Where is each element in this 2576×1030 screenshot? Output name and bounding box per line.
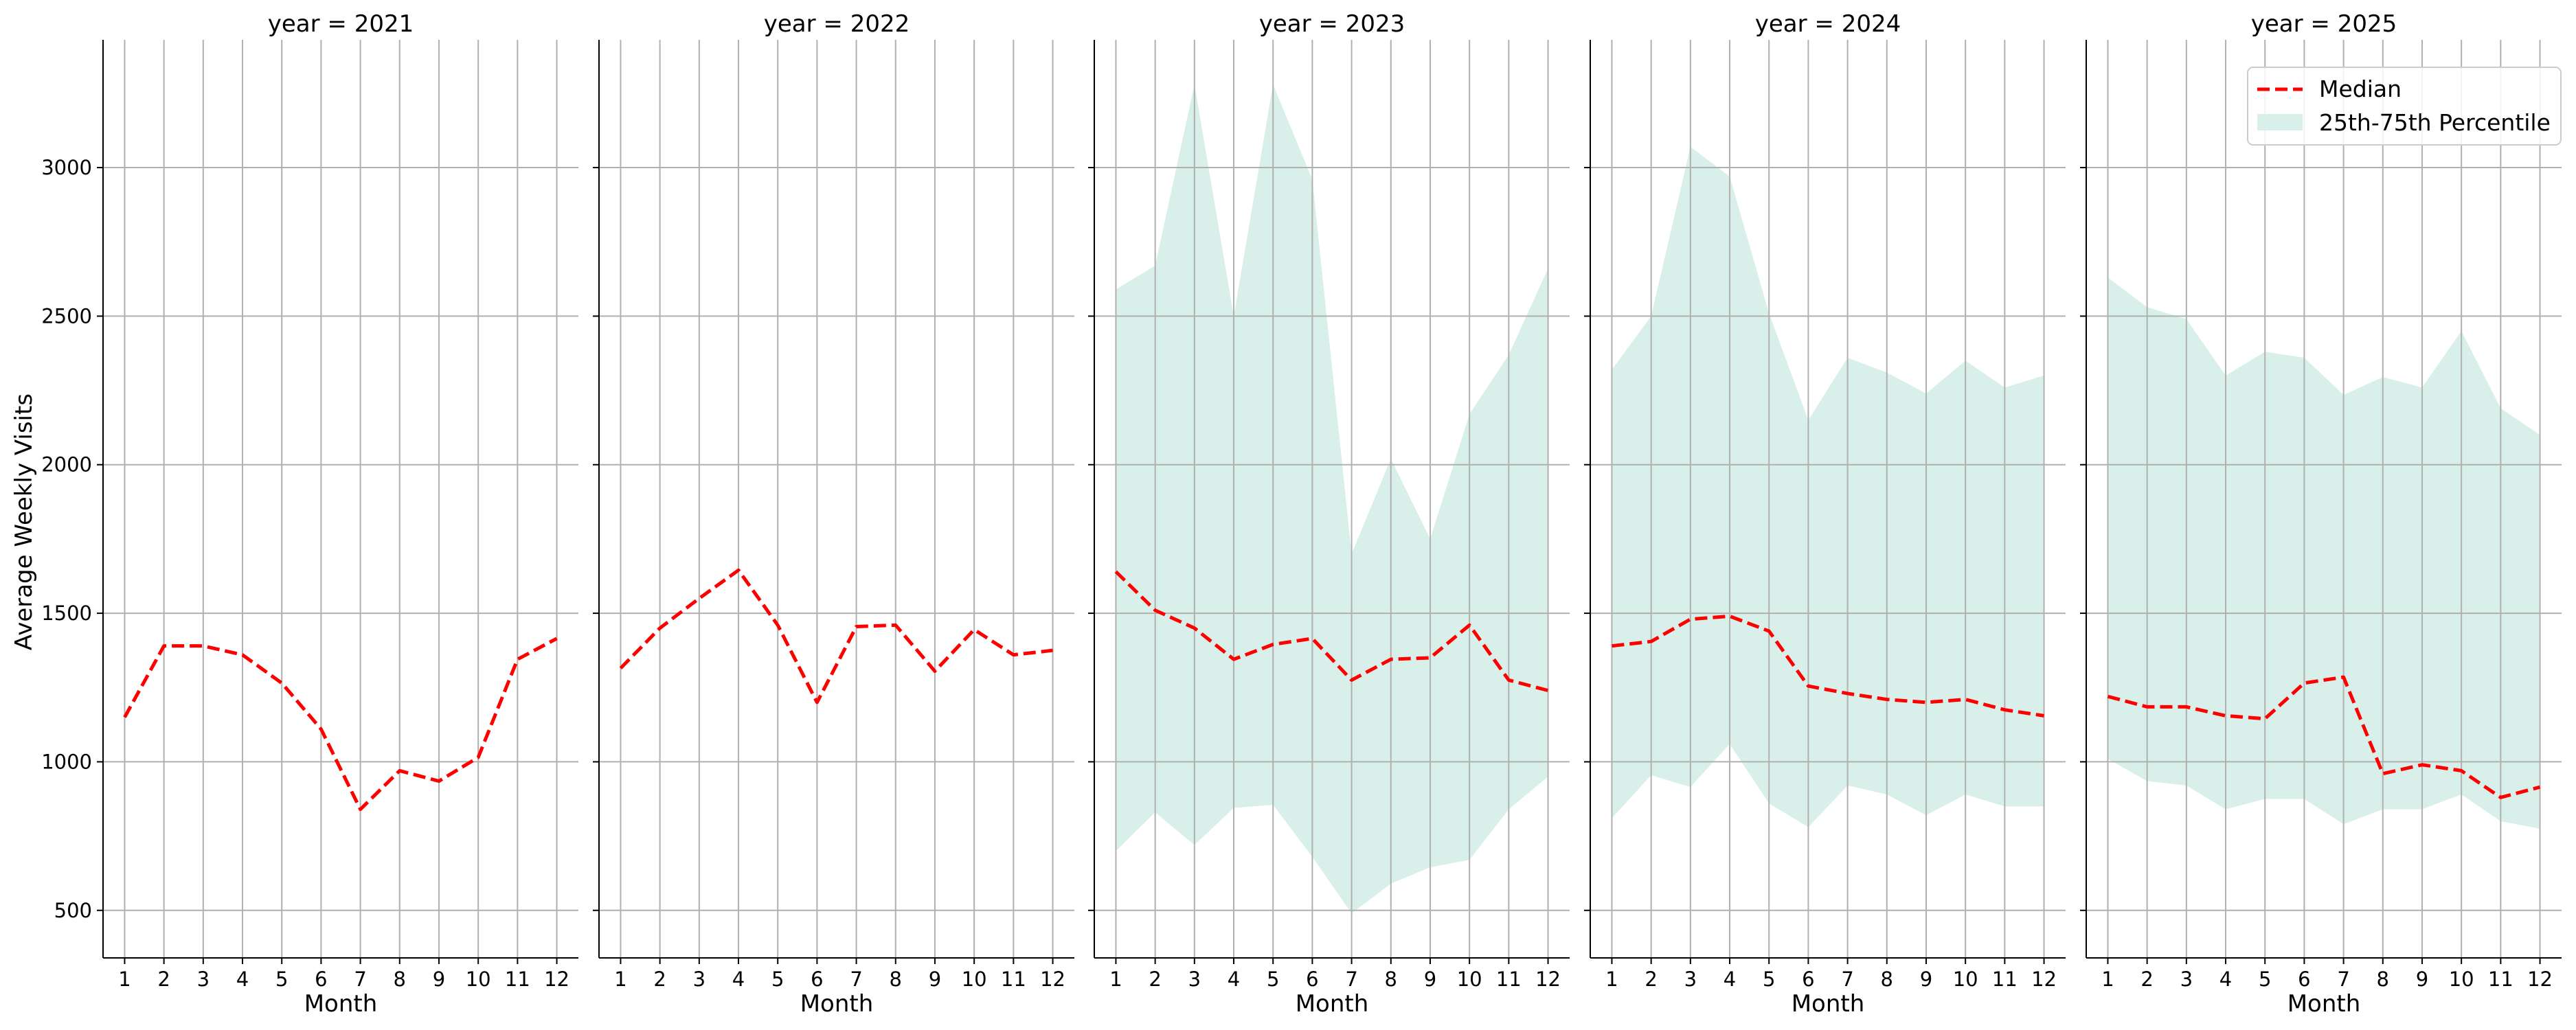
panel-title: year = 2023 <box>1259 10 1405 38</box>
legend-frame <box>2247 67 2562 146</box>
y-tick-label: 3000 <box>41 156 92 179</box>
legend: Median 25th-75th Percentile <box>2247 67 2562 146</box>
x-tick-label: 2 <box>1149 968 1161 991</box>
x-tick-label: 9 <box>433 968 445 991</box>
median-line-2023 <box>1114 570 1549 692</box>
x-tick-label: 6 <box>1306 968 1318 991</box>
x-tick-label: 9 <box>1424 968 1436 991</box>
x-tick-label: 9 <box>929 968 941 991</box>
median-line-2024 <box>1612 614 2044 718</box>
x-tick-label: 10 <box>466 968 491 991</box>
x-tick-label: 3 <box>693 968 705 991</box>
x-tick-label: 4 <box>1228 968 1240 991</box>
panel-title: year = 2021 <box>268 10 414 38</box>
x-tick-label: 12 <box>544 968 569 991</box>
y-tick-label: 2500 <box>41 304 92 328</box>
x-tick-label: 8 <box>1385 968 1397 991</box>
x-tick-label: 4 <box>2219 968 2232 991</box>
x-tick-label: 12 <box>1040 968 1065 991</box>
x-axis-title: Month <box>2287 990 2361 1018</box>
x-tick-label: 2 <box>1645 968 1657 991</box>
x-tick-label: 4 <box>236 968 249 991</box>
legend-band-swatch <box>2257 114 2303 130</box>
x-tick-label: 6 <box>811 968 823 991</box>
y-tick-label: 1500 <box>41 602 92 625</box>
chart-panels: 1 2 3 4 5 6 7 8 9 10 11 1250010001500200025003000ye… <box>41 10 2562 1018</box>
percentile-band-2024 <box>1612 146 2044 827</box>
x-tick-label: 7 <box>2337 968 2349 991</box>
x-tick-label: 5 <box>771 968 784 991</box>
x-tick-label: 1 <box>1109 968 1122 991</box>
x-axis-title: Month <box>1296 990 1369 1018</box>
x-tick-label: 11 <box>1992 968 2018 991</box>
x-tick-label: 8 <box>394 968 406 991</box>
median-line-2021 <box>123 637 558 812</box>
x-tick-label: 12 <box>2031 968 2057 991</box>
x-tick-label: 1 <box>1605 968 1618 991</box>
x-tick-label: 5 <box>1763 968 1775 991</box>
x-tick-label: 5 <box>2259 968 2271 991</box>
x-tick-label: 11 <box>505 968 530 991</box>
x-tick-label: 1 <box>118 968 131 991</box>
x-tick-label: 4 <box>1724 968 1736 991</box>
median-line-2022 <box>619 568 1053 705</box>
x-tick-label: 4 <box>732 968 745 991</box>
x-tick-label: 3 <box>1684 968 1697 991</box>
x-tick-label: 10 <box>1953 968 1978 991</box>
y-tick-label: 500 <box>54 899 92 922</box>
y-tick-label: 1000 <box>41 750 92 773</box>
x-tick-label: 5 <box>275 968 288 991</box>
x-tick-label: 11 <box>1001 968 1026 991</box>
x-tick-label: 3 <box>197 968 210 991</box>
percentile-band-2023 <box>1116 84 1548 914</box>
x-tick-label: 6 <box>1802 968 1814 991</box>
y-axis-title: Average Weekly Visits <box>10 393 38 650</box>
x-axis-title: Month <box>800 990 874 1018</box>
x-tick-label: 7 <box>850 968 862 991</box>
x-tick-label: 12 <box>2527 968 2553 991</box>
x-tick-label: 8 <box>2377 968 2389 991</box>
x-tick-label: 10 <box>962 968 987 991</box>
panel-title: year = 2024 <box>1755 10 1901 38</box>
x-tick-label: 8 <box>1881 968 1893 991</box>
x-tick-label: 3 <box>2180 968 2193 991</box>
x-tick-label: 7 <box>1841 968 1853 991</box>
x-tick-label: 8 <box>890 968 902 991</box>
legend-band-label: 25th-75th Percentile <box>2319 109 2551 136</box>
x-tick-label: 5 <box>1267 968 1279 991</box>
x-tick-label: 9 <box>2416 968 2428 991</box>
x-tick-label: 10 <box>2449 968 2474 991</box>
x-tick-label: 2 <box>157 968 170 991</box>
x-tick-label: 2 <box>2140 968 2153 991</box>
x-tick-label: 6 <box>315 968 327 991</box>
panel-2021: 1 2 3 4 5 6 7 8 9 10 11 1250010001500200025003000ye… <box>41 10 578 1018</box>
percentile-band-2025 <box>2108 277 2540 829</box>
panel-title: year = 2022 <box>764 10 909 38</box>
y-tick-label: 2000 <box>41 453 92 477</box>
x-tick-label: 6 <box>2298 968 2310 991</box>
x-axis-title: Month <box>1792 990 1865 1018</box>
x-tick-label: 12 <box>1535 968 1561 991</box>
median-line-2025 <box>2107 675 2541 799</box>
x-tick-label: 7 <box>354 968 366 991</box>
x-tick-label: 7 <box>1345 968 1357 991</box>
x-tick-label: 1 <box>614 968 626 991</box>
x-tick-label: 2 <box>653 968 666 991</box>
x-tick-label: 11 <box>2488 968 2513 991</box>
legend-median-label: Median <box>2319 76 2402 102</box>
x-tick-label: 9 <box>1920 968 1932 991</box>
x-tick-label: 10 <box>1457 968 1482 991</box>
x-tick-label: 3 <box>1188 968 1201 991</box>
panel-title: year = 2025 <box>2251 10 2397 38</box>
x-tick-label: 1 <box>2101 968 2114 991</box>
x-tick-label: 11 <box>1496 968 1522 991</box>
x-axis-title: Month <box>304 990 378 1018</box>
